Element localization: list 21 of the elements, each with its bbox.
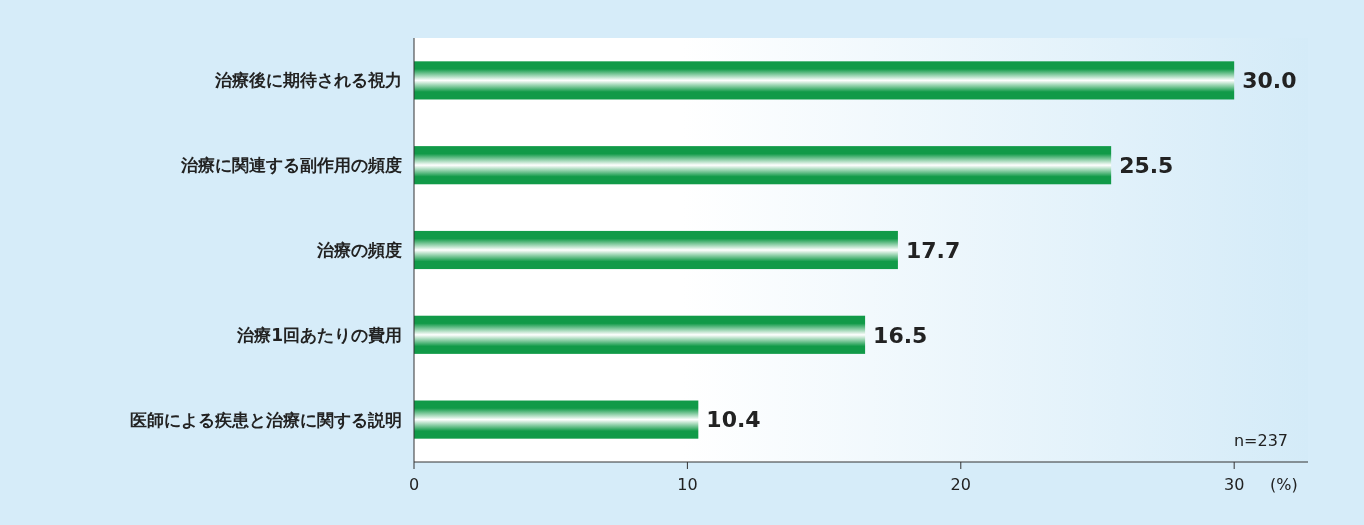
x-tick-label: 20 bbox=[950, 475, 971, 494]
y-tick-label: 治療後に期待される視力 bbox=[214, 70, 402, 91]
bar bbox=[414, 315, 866, 354]
data-label: 17.7 bbox=[905, 237, 961, 263]
bar bbox=[414, 61, 1235, 100]
data-label: 25.5 bbox=[1119, 152, 1174, 178]
x-tick-label: 0 bbox=[408, 475, 420, 494]
data-label: 30.0 bbox=[1242, 68, 1297, 94]
y-tick-label: 治療の頻度 bbox=[316, 239, 402, 260]
annotation: n=237 bbox=[1233, 431, 1288, 450]
y-tick-label: 治療1回あたりの費用 bbox=[236, 324, 402, 345]
y-tick-label: 治療に関連する副作用の頻度 bbox=[180, 155, 402, 176]
bar bbox=[414, 400, 699, 439]
y-tick-label: 医師による疾患と治療に関する説明 bbox=[130, 409, 402, 430]
data-label: 16.5 bbox=[873, 322, 928, 348]
x-tick-label: 30 bbox=[1224, 475, 1245, 494]
x-tick-label: 10 bbox=[677, 475, 698, 494]
data-label: 10.4 bbox=[706, 407, 761, 433]
bar bbox=[414, 146, 1112, 185]
x-axis-title: (%) bbox=[1270, 475, 1298, 494]
bar bbox=[414, 230, 898, 270]
